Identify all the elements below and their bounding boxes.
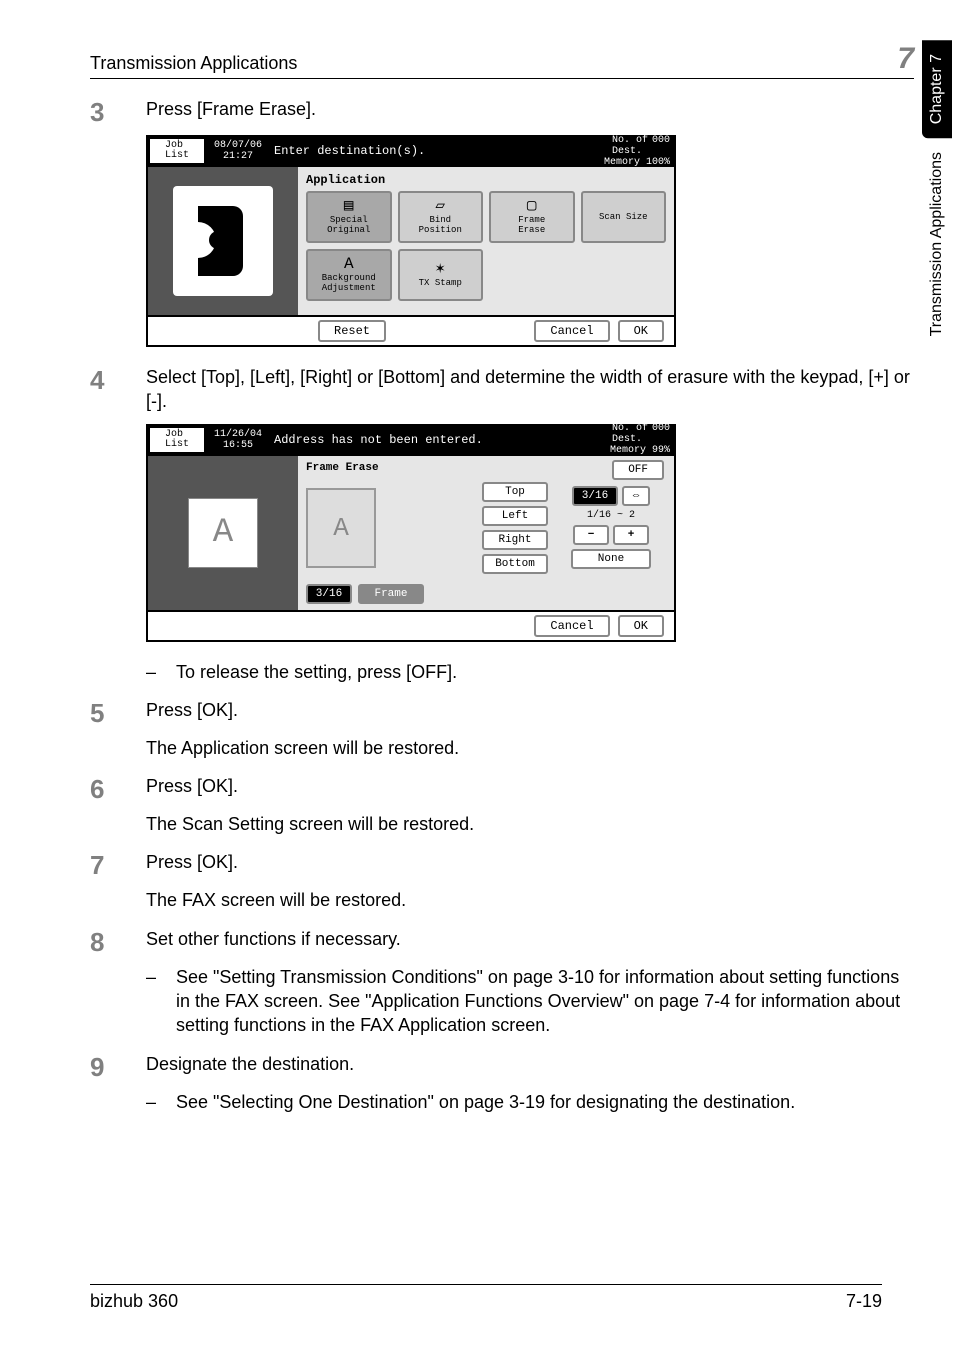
bind-icon: ▱ <box>435 198 445 214</box>
step-6: 6 Press [OK]. <box>90 774 914 802</box>
step-5: 5 Press [OK]. <box>90 698 914 726</box>
step-6-number: 6 <box>90 774 146 802</box>
step-9: 9 Designate the destination. <box>90 1052 914 1080</box>
scan-size-label: Scan Size <box>599 213 648 223</box>
tx-stamp-button[interactable]: ✶ TX Stamp <box>398 249 484 301</box>
step-3: 3 Press [Frame Erase]. <box>90 97 914 125</box>
minus-button[interactable]: − <box>573 525 609 545</box>
header-chapter-number: 7 <box>897 42 914 76</box>
lcd2-memory: Memory 99% <box>610 445 670 456</box>
preview-a-icon: A <box>188 498 258 568</box>
cancel-button-2[interactable]: Cancel <box>534 615 609 637</box>
unit-toggle-button[interactable]: ⇔ <box>622 486 650 506</box>
erase-range-label: 1/16 ~ 2 <box>587 510 635 521</box>
lcd1-date: 08/07/06 <box>214 140 262 151</box>
scan-size-button[interactable]: Scan Size <box>581 191 667 243</box>
frame-button[interactable]: Frame <box>358 584 424 604</box>
step-7-sub: The FAX screen will be restored. <box>146 888 914 912</box>
datetime-2: 11/26/04 16:55 <box>208 424 268 456</box>
lcd1-message: Enter destination(s). <box>268 135 576 167</box>
background-adjust-label: Background Adjustment <box>322 274 376 294</box>
step-4-dash-text: To release the setting, press [OFF]. <box>176 660 914 684</box>
top-button[interactable]: Top <box>482 482 548 502</box>
doc-icon: ▤ <box>344 198 354 214</box>
special-original-label: Special Original <box>327 216 370 236</box>
page-header: Transmission Applications 7 <box>90 40 914 79</box>
step-4-text: Select [Top], [Left], [Right] or [Bottom… <box>146 365 914 414</box>
datetime: 08/07/06 21:27 <box>208 135 268 167</box>
lcd1-time: 21:27 <box>223 151 253 162</box>
step-5-text: Press [OK]. <box>146 698 914 726</box>
step-5-number: 5 <box>90 698 146 726</box>
step-8-number: 8 <box>90 927 146 955</box>
frame-preview-icon: A <box>306 488 376 568</box>
lcd1-memory: Memory 100% <box>604 157 670 168</box>
step-9-number: 9 <box>90 1052 146 1080</box>
bind-position-button[interactable]: ▱ Bind Position <box>398 191 484 243</box>
job-list-button-2[interactable]: Job List <box>148 426 206 454</box>
step-9-dash: – See "Selecting One Destination" on pag… <box>146 1090 914 1114</box>
side-tab: Chapter 7 Transmission Applications <box>922 40 954 351</box>
step-6-sub: The Scan Setting screen will be restored… <box>146 812 914 836</box>
page-footer: bizhub 360 7-19 <box>90 1284 882 1312</box>
step-9-text: Designate the destination. <box>146 1052 914 1080</box>
frame-erase-button[interactable]: ▢ Frame Erase <box>489 191 575 243</box>
stamp-icon: ✶ <box>435 261 445 277</box>
step-4-number: 4 <box>90 365 146 414</box>
side-tab-title: Transmission Applications <box>922 138 952 350</box>
job-list-button[interactable]: Job List <box>148 137 206 165</box>
orientation-glyph-icon <box>173 186 273 296</box>
step-4-dash: – To release the setting, press [OFF]. <box>146 660 914 684</box>
erase-value-display: 3/16 <box>572 486 618 506</box>
step-3-number: 3 <box>90 97 146 125</box>
footer-model: bizhub 360 <box>90 1291 178 1312</box>
dash-mark-9: – <box>146 1090 176 1114</box>
lcd2-date: 11/26/04 <box>214 429 262 440</box>
lcd-application-screen: Job List 08/07/06 21:27 Enter destinatio… <box>146 135 676 347</box>
step-6-text: Press [OK]. <box>146 774 914 802</box>
lcd2-dest-label: No. of Dest. <box>612 423 648 445</box>
lcd1-dest-count: 000 <box>652 135 670 157</box>
step-8-text: Set other functions if necessary. <box>146 927 914 955</box>
lcd1-section-title: Application <box>306 173 666 187</box>
step-7: 7 Press [OK]. <box>90 850 914 878</box>
step-8-dash: – See "Setting Transmission Conditions" … <box>146 965 914 1038</box>
lcd2-time: 16:55 <box>223 440 253 451</box>
reset-button[interactable]: Reset <box>318 320 386 342</box>
lcd1-dest-label: No. of Dest. <box>612 135 648 157</box>
plus-button[interactable]: + <box>613 525 649 545</box>
frame-value-display: 3/16 <box>306 584 352 604</box>
step-4: 4 Select [Top], [Left], [Right] or [Bott… <box>90 365 914 414</box>
lcd2-dest-count: 000 <box>652 423 670 445</box>
bg-icon: A <box>344 256 354 272</box>
footer-page: 7-19 <box>846 1291 882 1312</box>
off-button[interactable]: OFF <box>612 460 664 480</box>
step-8: 8 Set other functions if necessary. <box>90 927 914 955</box>
step-3-text: Press [Frame Erase]. <box>146 97 914 125</box>
header-title: Transmission Applications <box>90 53 297 74</box>
lcd-frame-erase-screen: Job List 11/26/04 16:55 Address has not … <box>146 424 676 642</box>
dash-mark-8: – <box>146 965 176 1038</box>
step-5-sub: The Application screen will be restored. <box>146 736 914 760</box>
background-adjust-button[interactable]: A Background Adjustment <box>306 249 392 301</box>
step-8-dash-text: See "Setting Transmission Conditions" on… <box>176 965 914 1038</box>
lcd2-message: Address has not been entered. <box>268 424 576 456</box>
none-button[interactable]: None <box>571 549 651 569</box>
right-button[interactable]: Right <box>482 530 548 550</box>
ok-button-2[interactable]: OK <box>618 615 664 637</box>
cancel-button[interactable]: Cancel <box>534 320 609 342</box>
bottom-button[interactable]: Bottom <box>482 554 548 574</box>
step-7-text: Press [OK]. <box>146 850 914 878</box>
tx-stamp-label: TX Stamp <box>419 279 462 289</box>
frame-erase-label: Frame Erase <box>518 216 545 236</box>
dash-mark: – <box>146 660 176 684</box>
side-tab-chapter: Chapter 7 <box>922 40 952 138</box>
left-button[interactable]: Left <box>482 506 548 526</box>
step-9-dash-text: See "Selecting One Destination" on page … <box>176 1090 914 1114</box>
special-original-button[interactable]: ▤ Special Original <box>306 191 392 243</box>
step-7-number: 7 <box>90 850 146 878</box>
frame-erase-icon: ▢ <box>527 198 537 214</box>
ok-button[interactable]: OK <box>618 320 664 342</box>
bind-position-label: Bind Position <box>419 216 462 236</box>
